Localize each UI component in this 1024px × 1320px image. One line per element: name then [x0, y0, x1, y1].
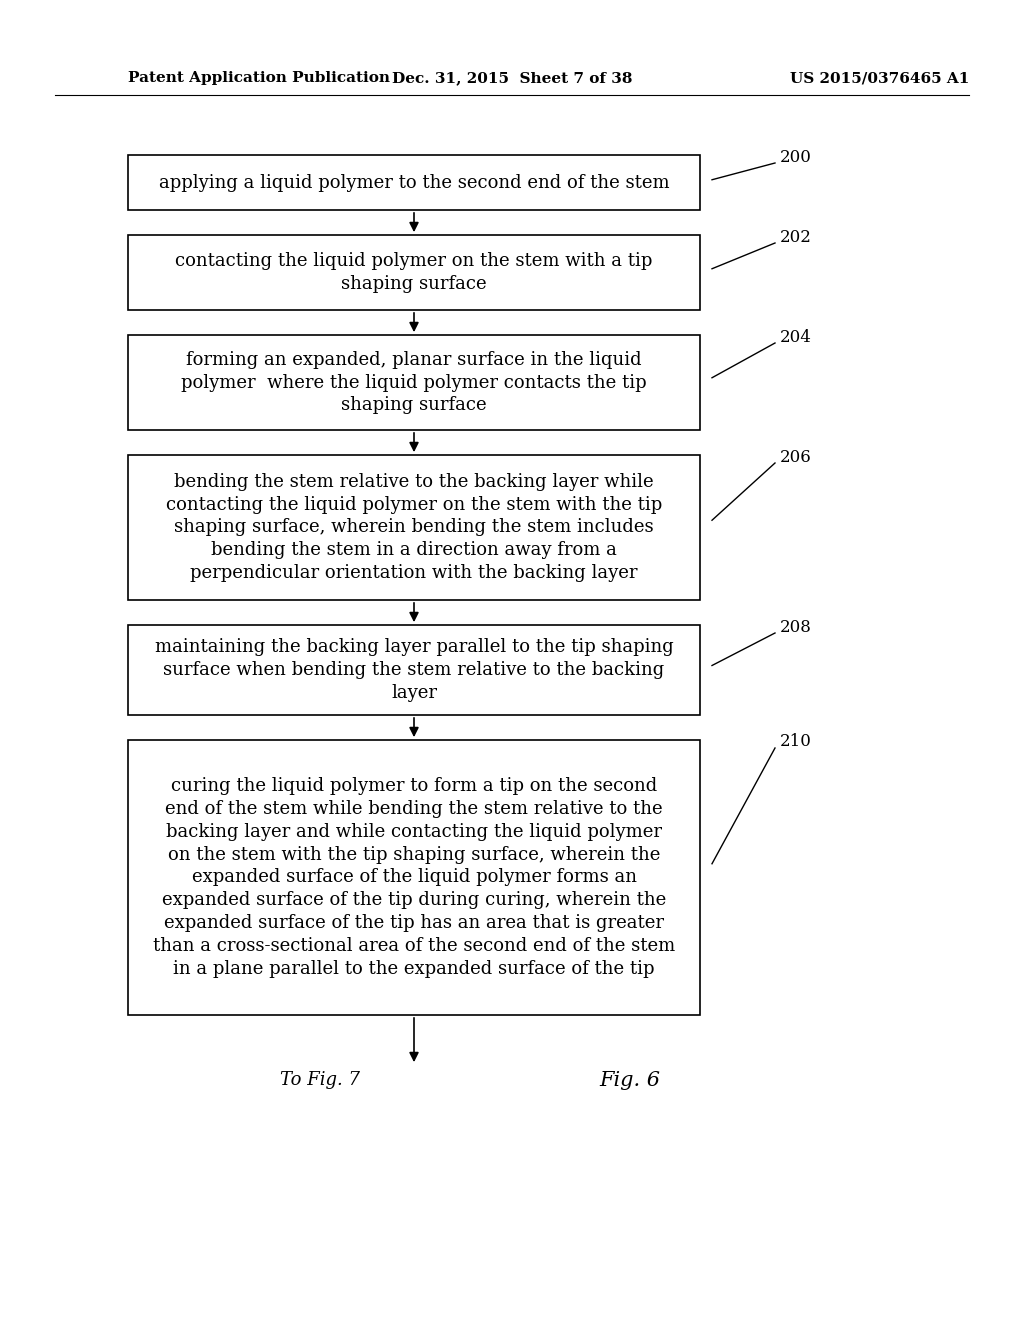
Text: forming an expanded, planar surface in the liquid
polymer  where the liquid poly: forming an expanded, planar surface in t…: [181, 351, 647, 414]
Bar: [128, 154, 700, 210]
Text: Dec. 31, 2015  Sheet 7 of 38: Dec. 31, 2015 Sheet 7 of 38: [392, 71, 632, 84]
Bar: [128, 335, 700, 430]
Bar: [128, 235, 700, 310]
Text: bending the stem relative to the backing layer while
contacting the liquid polym: bending the stem relative to the backing…: [166, 473, 663, 582]
Bar: [128, 741, 700, 1015]
Text: 202: 202: [780, 228, 812, 246]
Text: Fig. 6: Fig. 6: [599, 1071, 660, 1089]
Text: 204: 204: [780, 329, 812, 346]
Text: applying a liquid polymer to the second end of the stem: applying a liquid polymer to the second …: [159, 173, 670, 191]
Bar: [128, 455, 700, 601]
Text: To Fig. 7: To Fig. 7: [280, 1071, 360, 1089]
Text: contacting the liquid polymer on the stem with a tip
shaping surface: contacting the liquid polymer on the ste…: [175, 252, 652, 293]
Text: 210: 210: [780, 734, 812, 751]
Text: 200: 200: [780, 149, 812, 165]
Text: curing the liquid polymer to form a tip on the second
end of the stem while bend: curing the liquid polymer to form a tip …: [153, 777, 675, 978]
Bar: [128, 624, 700, 715]
Text: 206: 206: [780, 449, 812, 466]
Text: maintaining the backing layer parallel to the tip shaping
surface when bending t: maintaining the backing layer parallel t…: [155, 638, 674, 702]
Text: Patent Application Publication: Patent Application Publication: [128, 71, 390, 84]
Text: 208: 208: [780, 619, 812, 635]
Text: US 2015/0376465 A1: US 2015/0376465 A1: [790, 71, 969, 84]
